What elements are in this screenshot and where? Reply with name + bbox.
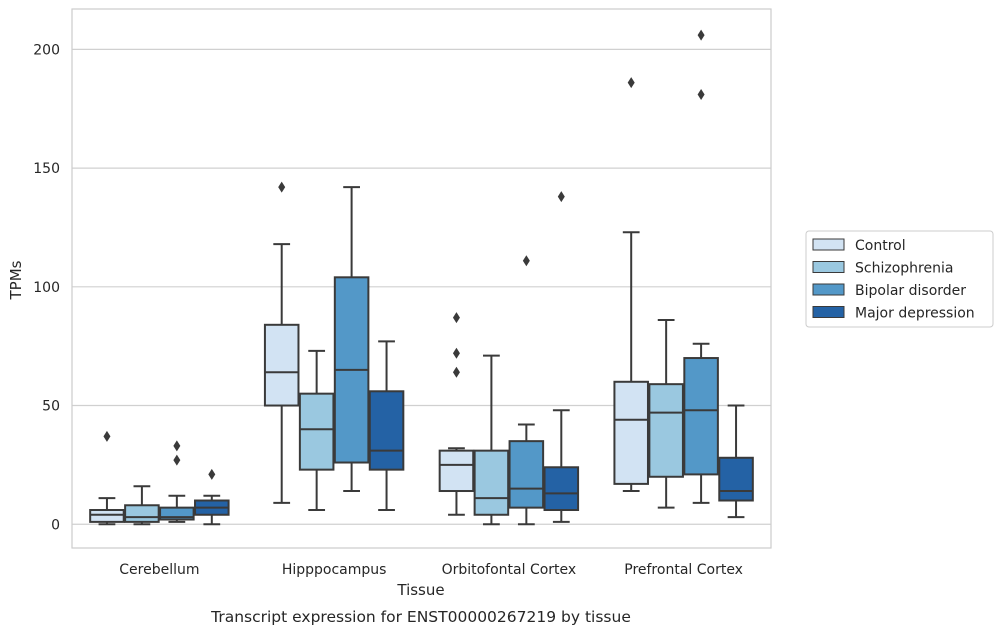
legend-label: Major depression	[855, 306, 975, 322]
legend: Control Schizophrenia Bipolar disorder Majo…	[805, 230, 994, 328]
box-schizophrenia-2	[473, 354, 510, 526]
outlier-point	[278, 181, 286, 193]
box-iqr	[438, 449, 475, 493]
y-tick-labels: 0 50 100 150 200	[33, 42, 60, 533]
box-control-3	[613, 77, 649, 493]
outlier-point	[452, 347, 460, 359]
outlier-point	[208, 468, 216, 480]
box-schizophrenia-0	[124, 485, 160, 526]
y-tick-label: 150	[33, 161, 60, 177]
y-tick-label: 100	[33, 280, 60, 296]
legend-swatch	[812, 283, 845, 296]
legend-label: Bipolar disorder	[855, 283, 966, 299]
box-major-depression-2	[543, 191, 580, 523]
legend-swatch	[812, 306, 845, 318]
box-iqr	[543, 466, 580, 512]
box-iqr	[159, 506, 195, 521]
box-iqr	[473, 449, 510, 516]
y-tick-label: 200	[33, 42, 60, 58]
x-tick-label: Hipppocampus	[282, 562, 387, 578]
box-iqr	[298, 392, 335, 471]
box-iqr	[613, 380, 649, 485]
legend-swatch	[812, 238, 845, 251]
box-control-1	[263, 181, 300, 504]
y-tick-label: 50	[42, 399, 60, 415]
box-bipolar-disorder-2	[508, 255, 545, 526]
box-groups	[89, 29, 754, 526]
box-schizophrenia-1	[298, 349, 335, 512]
box-iqr	[508, 440, 545, 509]
box-iqr	[368, 390, 405, 471]
x-axis-label: Tissue	[396, 581, 444, 599]
outlier-point	[452, 312, 460, 324]
outlier-point	[627, 77, 635, 89]
box-control-2	[438, 312, 475, 516]
outlier-point	[173, 440, 181, 452]
box-iqr	[263, 323, 300, 407]
box-iqr	[89, 509, 125, 523]
box-control-0	[89, 430, 125, 526]
outlier-point	[697, 29, 705, 41]
box-iqr	[718, 456, 754, 502]
x-tick-label: Orbitofontal Cortex	[442, 562, 577, 578]
legend-frame	[805, 230, 994, 328]
legend-label: Control	[855, 238, 906, 254]
x-tick-labels: Cerebellum Hipppocampus Orbitofontal Corte…	[119, 562, 743, 578]
box-major-depression-0	[194, 468, 230, 526]
x-tick-label: Prefrontal Cortex	[624, 562, 743, 578]
outlier-point	[697, 88, 705, 100]
outlier-point	[452, 366, 460, 378]
y-tick-label: 0	[51, 517, 60, 533]
outlier-point	[173, 454, 181, 466]
legend-swatch	[812, 261, 845, 273]
box-iqr	[648, 383, 684, 478]
box-bipolar-disorder-1	[333, 186, 370, 493]
box-major-depression-3	[718, 404, 754, 519]
chart-caption: Transcript expression for ENST0000026721…	[210, 608, 631, 626]
x-tick-label: Cerebellum	[119, 562, 199, 578]
outlier-point	[522, 255, 530, 267]
box-iqr	[683, 357, 719, 476]
outlier-point	[103, 430, 111, 442]
box-major-depression-1	[368, 340, 405, 512]
box-schizophrenia-3	[648, 319, 684, 509]
legend-label: Schizophrenia	[855, 261, 953, 277]
outlier-point	[557, 191, 565, 203]
box-bipolar-disorder-3	[683, 29, 719, 504]
box-bipolar-disorder-0	[159, 440, 195, 523]
y-axis-label: TPMs	[7, 260, 25, 300]
box-iqr	[124, 504, 160, 523]
plot-frame	[71, 8, 772, 549]
